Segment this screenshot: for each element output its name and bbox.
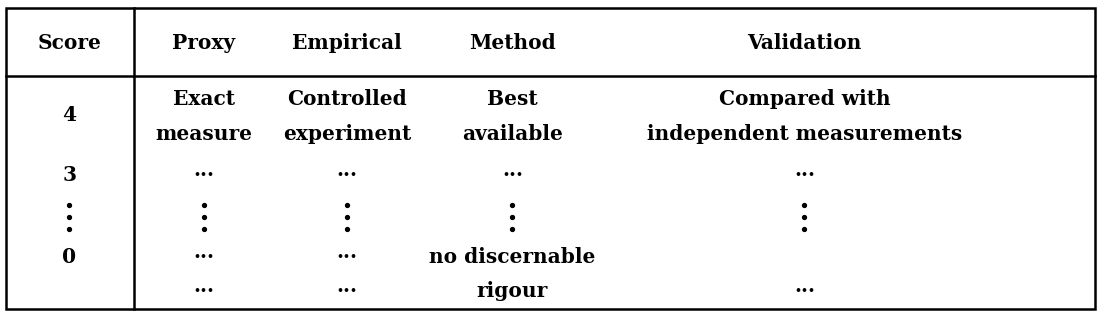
Text: 4: 4 — [63, 105, 76, 125]
Text: experiment: experiment — [283, 124, 411, 144]
Text: 0: 0 — [63, 247, 76, 267]
Text: no discernable: no discernable — [430, 247, 595, 267]
Text: ···: ··· — [793, 165, 815, 185]
Text: Empirical: Empirical — [292, 32, 402, 53]
Text: ···: ··· — [193, 247, 215, 267]
Text: Proxy: Proxy — [172, 32, 236, 53]
Text: Exact: Exact — [173, 89, 235, 109]
Text: Validation: Validation — [747, 32, 862, 53]
Text: ···: ··· — [793, 281, 815, 301]
Text: ···: ··· — [501, 165, 523, 185]
Text: ···: ··· — [336, 247, 358, 267]
Text: ···: ··· — [193, 165, 215, 185]
Text: Method: Method — [469, 32, 555, 53]
Text: available: available — [462, 124, 563, 144]
Text: Compared with: Compared with — [719, 89, 890, 109]
Text: measure: measure — [155, 124, 252, 144]
Text: Best: Best — [487, 89, 538, 109]
Text: ···: ··· — [336, 165, 358, 185]
Text: rigour: rigour — [477, 281, 548, 301]
Text: 3: 3 — [63, 165, 76, 185]
Text: ···: ··· — [336, 281, 358, 301]
Text: independent measurements: independent measurements — [647, 124, 962, 144]
Text: Score: Score — [37, 32, 101, 53]
Text: Controlled: Controlled — [288, 89, 407, 109]
Text: ···: ··· — [193, 281, 215, 301]
